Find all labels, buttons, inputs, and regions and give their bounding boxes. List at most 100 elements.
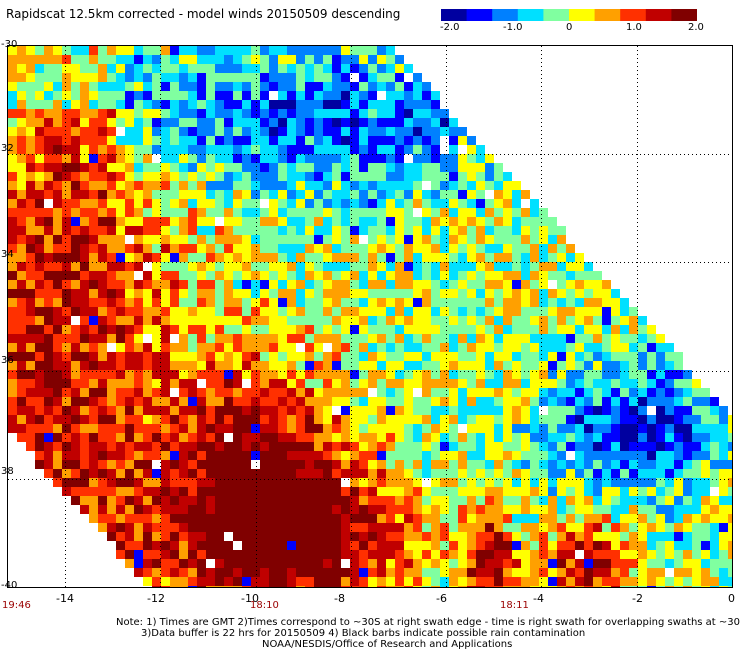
data-cell — [8, 406, 17, 415]
data-cell — [152, 343, 161, 352]
data-cell — [629, 397, 638, 406]
data-cell — [179, 307, 188, 316]
data-cell — [179, 541, 188, 550]
data-cell — [53, 352, 62, 361]
data-cell — [224, 55, 233, 64]
data-cell — [341, 523, 350, 532]
data-cell — [530, 478, 539, 487]
data-cell — [107, 235, 116, 244]
data-cell — [521, 262, 530, 271]
data-cell — [476, 505, 485, 514]
data-cell — [323, 550, 332, 559]
data-cell — [332, 442, 341, 451]
data-cell — [8, 136, 17, 145]
data-cell — [404, 145, 413, 154]
data-cell — [404, 73, 413, 82]
data-cell — [35, 415, 44, 424]
data-cell — [638, 352, 647, 361]
data-cell — [206, 334, 215, 343]
data-cell — [350, 91, 359, 100]
data-cell — [233, 334, 242, 343]
data-cell — [503, 289, 512, 298]
data-cell — [8, 199, 17, 208]
data-cell — [215, 397, 224, 406]
data-cell — [665, 343, 674, 352]
data-cell — [395, 118, 404, 127]
data-cell — [422, 316, 431, 325]
data-cell — [431, 361, 440, 370]
data-cell — [17, 118, 26, 127]
data-cell — [8, 307, 17, 316]
data-cell — [530, 208, 539, 217]
data-cell — [611, 496, 620, 505]
data-cell — [665, 550, 674, 559]
data-cell — [278, 460, 287, 469]
data-cell — [485, 388, 494, 397]
data-cell — [161, 172, 170, 181]
data-cell — [530, 289, 539, 298]
data-cell — [242, 109, 251, 118]
data-cell — [395, 163, 404, 172]
data-cell — [341, 190, 350, 199]
data-cell — [638, 496, 647, 505]
data-cell — [188, 190, 197, 199]
data-cell — [305, 559, 314, 568]
data-cell — [215, 298, 224, 307]
data-cell — [26, 442, 35, 451]
data-cell — [512, 289, 521, 298]
data-cell — [584, 496, 593, 505]
data-cell — [665, 523, 674, 532]
data-cell — [197, 514, 206, 523]
data-cell — [593, 424, 602, 433]
data-cell — [593, 541, 602, 550]
data-cell — [251, 55, 260, 64]
data-cell — [422, 514, 431, 523]
data-cell — [116, 226, 125, 235]
data-cell — [584, 334, 593, 343]
data-cell — [206, 289, 215, 298]
data-cell — [521, 532, 530, 541]
data-cell — [575, 388, 584, 397]
data-cell — [404, 244, 413, 253]
data-cell — [467, 406, 476, 415]
data-cell — [566, 397, 575, 406]
data-cell — [35, 298, 44, 307]
data-cell — [404, 316, 413, 325]
data-cell — [530, 262, 539, 271]
data-cell — [98, 46, 107, 55]
data-cell — [125, 316, 134, 325]
data-cell — [386, 64, 395, 73]
data-cell — [233, 514, 242, 523]
data-cell — [431, 253, 440, 262]
data-cell — [485, 361, 494, 370]
data-cell — [350, 559, 359, 568]
data-cell — [674, 523, 683, 532]
data-cell — [440, 343, 449, 352]
data-cell — [278, 172, 287, 181]
data-cell — [161, 190, 170, 199]
data-cell — [377, 514, 386, 523]
data-cell — [665, 496, 674, 505]
data-cell — [512, 559, 521, 568]
data-cell — [395, 451, 404, 460]
data-cell — [44, 181, 53, 190]
data-cell — [143, 262, 152, 271]
data-cell — [395, 73, 404, 82]
data-cell — [188, 514, 197, 523]
data-cell — [557, 469, 566, 478]
data-cell — [449, 226, 458, 235]
data-cell — [548, 559, 557, 568]
data-cell — [62, 190, 71, 199]
data-cell — [404, 478, 413, 487]
data-cell — [503, 226, 512, 235]
data-cell — [449, 298, 458, 307]
data-cell — [530, 316, 539, 325]
data-cell — [206, 586, 215, 587]
data-cell — [206, 217, 215, 226]
data-cell — [17, 100, 26, 109]
data-cell — [116, 316, 125, 325]
data-cell — [332, 532, 341, 541]
data-cell — [197, 280, 206, 289]
data-cell — [206, 298, 215, 307]
data-cell — [332, 253, 341, 262]
